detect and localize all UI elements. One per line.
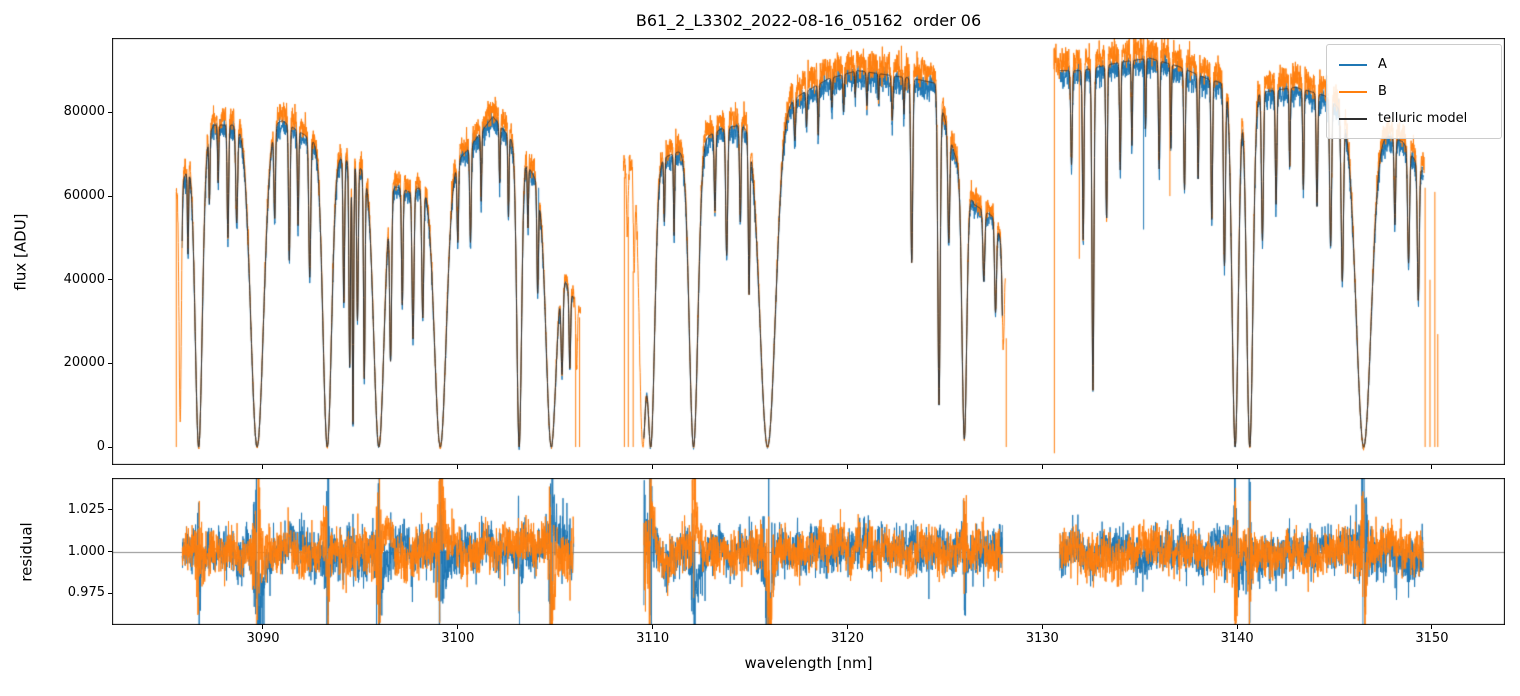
y-tick-mark xyxy=(108,592,112,594)
series-a-line-swatch xyxy=(1339,63,1367,66)
y-tick-label: 0 xyxy=(96,439,105,455)
y-tick-label: 40000 xyxy=(63,271,105,287)
x-tick-mark xyxy=(652,625,654,629)
telluric-model-line-swatch xyxy=(1339,117,1367,120)
x-tick-mark xyxy=(1236,465,1238,469)
y-tick-label: 80000 xyxy=(63,104,105,120)
x-tick-label: 3090 xyxy=(246,631,280,646)
y-tick-mark xyxy=(108,551,112,552)
y-tick-label: 1.025 xyxy=(67,501,105,517)
chart-title: B61_2_L3302_2022-08-16_05162 order 06 xyxy=(635,11,982,30)
legend-label-a: A xyxy=(1378,57,1387,72)
flux-axis-label: flux [ADU] xyxy=(11,213,30,291)
y-tick-mark xyxy=(108,362,112,364)
legend-item-b: B xyxy=(1339,78,1489,105)
x-tick-label: 3110 xyxy=(636,631,670,646)
x-tick-mark xyxy=(457,465,459,469)
legend-item-telluric-model: telluric model xyxy=(1339,105,1489,132)
x-tick-mark xyxy=(846,625,848,629)
y-tick-mark xyxy=(108,509,112,511)
residual-plot-canvas xyxy=(112,478,1505,625)
residual-axis-label: residual xyxy=(17,522,36,582)
flux-plot-canvas xyxy=(112,38,1505,465)
x-tick-mark xyxy=(262,625,264,629)
series-b-line-swatch xyxy=(1339,90,1367,93)
x-axis-label: wavelength [nm] xyxy=(744,654,873,672)
legend-label-telluric-model: telluric model xyxy=(1378,111,1468,126)
y-tick-label: 20000 xyxy=(63,355,105,371)
y-tick-label: 1.000 xyxy=(67,543,105,559)
x-tick-mark xyxy=(262,465,264,469)
y-tick-mark xyxy=(108,279,112,281)
x-tick-label: 3120 xyxy=(830,631,864,646)
x-tick-label: 3140 xyxy=(1220,631,1254,646)
y-tick-label: 60000 xyxy=(63,188,105,204)
x-tick-mark xyxy=(1431,625,1433,629)
y-tick-mark xyxy=(108,446,112,448)
x-tick-mark xyxy=(1041,625,1043,629)
x-tick-mark xyxy=(1431,465,1433,469)
x-tick-mark xyxy=(1236,625,1238,629)
y-tick-mark xyxy=(108,111,112,113)
y-tick-label: 0.975 xyxy=(67,585,105,601)
legend: A B telluric model xyxy=(1326,44,1502,139)
legend-label-b: B xyxy=(1378,84,1387,99)
x-tick-label: 3130 xyxy=(1025,631,1059,646)
legend-item-a: A xyxy=(1339,51,1489,78)
x-tick-label: 3100 xyxy=(441,631,475,646)
x-tick-mark xyxy=(846,465,848,469)
x-tick-label: 3150 xyxy=(1415,631,1449,646)
x-tick-mark xyxy=(1041,465,1043,469)
x-tick-mark xyxy=(652,465,654,469)
y-tick-mark xyxy=(108,195,112,197)
x-tick-mark xyxy=(457,625,459,629)
